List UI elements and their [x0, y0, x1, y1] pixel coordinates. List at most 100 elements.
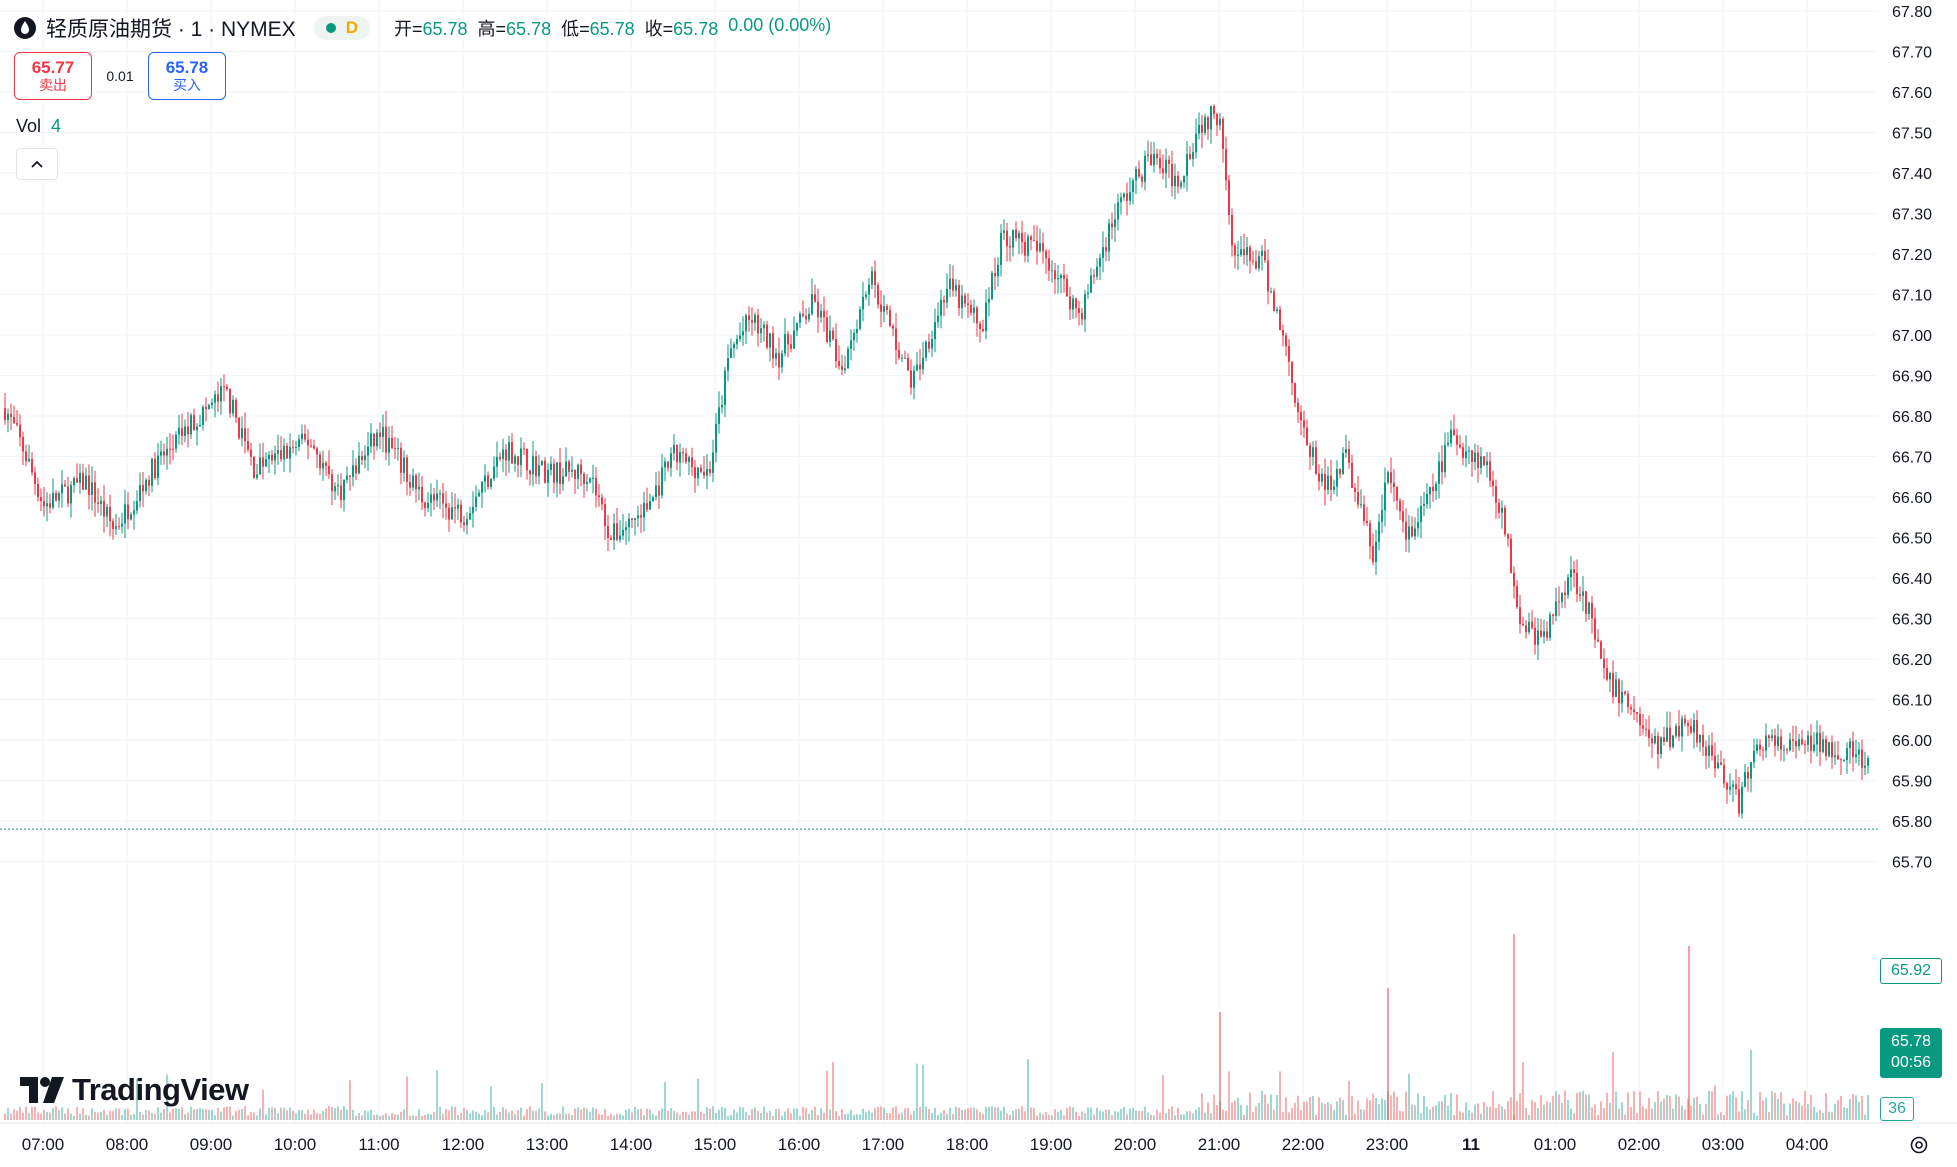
volume-bar — [103, 1109, 105, 1120]
volume-bar — [157, 1107, 159, 1120]
price-tick-label: 66.40 — [1892, 571, 1932, 588]
candle — [289, 433, 291, 473]
candle — [385, 410, 387, 461]
volume-bar — [1213, 1094, 1215, 1120]
candle — [862, 281, 864, 322]
candle — [10, 403, 12, 431]
volume-legend[interactable]: Vol 4 — [16, 116, 61, 137]
volume-bar — [1825, 1093, 1827, 1120]
volume-bar — [478, 1113, 480, 1120]
candle — [1408, 514, 1410, 553]
candle — [22, 431, 24, 466]
volume-bar — [76, 1106, 78, 1120]
buy-button[interactable]: 65.78 买入 — [148, 52, 226, 100]
volume-bar — [499, 1111, 501, 1120]
candle — [1567, 573, 1569, 599]
volume-bar — [292, 1110, 294, 1120]
volume-bar — [1003, 1106, 1005, 1120]
ohlc-legend: 开=65.78 高=65.78 低=65.78 收=65.78 0.00 (0.… — [394, 15, 831, 41]
sell-button[interactable]: 65.77 卖出 — [14, 52, 92, 100]
volume-bar — [790, 1113, 792, 1120]
candle — [1381, 494, 1383, 534]
volume-bar — [1705, 1103, 1707, 1120]
chart-settings-button[interactable] — [1906, 1132, 1932, 1158]
candle — [829, 315, 831, 348]
collapse-legend-button[interactable] — [16, 148, 58, 180]
volume-bar — [1393, 1091, 1395, 1120]
volume-bar — [775, 1108, 777, 1120]
candle — [742, 316, 744, 346]
volume-bar — [1093, 1114, 1095, 1120]
volume-bar — [580, 1109, 582, 1120]
candle — [1813, 732, 1815, 753]
candle — [688, 455, 690, 476]
price-tick-label: 67.10 — [1892, 288, 1932, 305]
candle — [913, 365, 915, 400]
candle — [1657, 731, 1659, 769]
volume-bar — [514, 1114, 516, 1120]
high-label: 高= — [477, 19, 507, 39]
candle — [1546, 621, 1548, 642]
volume-bar — [1420, 1113, 1422, 1120]
volume-bar — [1240, 1104, 1242, 1120]
candle — [964, 292, 966, 308]
candle — [433, 487, 435, 511]
volume-bar — [922, 1064, 924, 1120]
candle — [1423, 491, 1425, 516]
candle — [937, 302, 939, 328]
candle — [1282, 324, 1284, 347]
volume-bar — [1804, 1090, 1806, 1120]
candle — [1231, 208, 1233, 257]
time-tick-label: 03:00 — [1702, 1135, 1745, 1154]
time-tick-label: 19:00 — [1030, 1135, 1073, 1154]
volume-bar — [1663, 1098, 1665, 1120]
volume-bar — [586, 1108, 588, 1120]
volume-bar — [52, 1107, 54, 1120]
volume-bar — [1312, 1095, 1314, 1120]
candle — [1267, 249, 1269, 305]
volume-bar — [757, 1110, 759, 1120]
candle — [1120, 192, 1122, 215]
candle — [940, 289, 942, 329]
volume-bar — [664, 1082, 666, 1120]
candle — [973, 299, 975, 324]
volume-bar — [1507, 1101, 1509, 1120]
candle — [250, 442, 252, 466]
candle — [82, 463, 84, 491]
candle — [1018, 230, 1020, 255]
volume-bar — [814, 1106, 816, 1120]
price-tick-label: 65.70 — [1892, 855, 1932, 872]
volume-bar — [796, 1108, 798, 1120]
candle — [1471, 449, 1473, 477]
volume-bar — [358, 1112, 360, 1120]
volume-bar — [1648, 1098, 1650, 1120]
volume-bar — [262, 1089, 264, 1120]
volume-spike-bar — [1219, 1012, 1221, 1120]
volume-bar — [1612, 1052, 1614, 1120]
candle — [1063, 263, 1065, 293]
candle — [649, 493, 651, 511]
volume-bar — [1738, 1111, 1740, 1120]
volume-bar — [835, 1111, 837, 1120]
volume-bar — [409, 1115, 411, 1120]
tradingview-logo[interactable]: TradingView — [20, 1072, 249, 1108]
candle — [448, 502, 450, 532]
candle — [274, 445, 276, 475]
symbol-title[interactable]: 轻质原油期货 · 1 · NYMEX — [46, 18, 296, 41]
candle — [1303, 410, 1305, 438]
volume-bar — [883, 1107, 885, 1120]
volume-bar — [982, 1113, 984, 1120]
volume-bar — [511, 1110, 513, 1120]
candle — [1237, 240, 1239, 270]
candle — [46, 492, 48, 522]
market-status-pill[interactable]: D — [313, 16, 370, 40]
low-label: 低= — [561, 19, 590, 39]
candle — [40, 488, 42, 512]
candle — [1321, 468, 1323, 487]
candle — [1243, 233, 1245, 265]
volume-bar — [1177, 1107, 1179, 1120]
candle — [145, 477, 147, 495]
volume-bar — [850, 1109, 852, 1120]
volume-bar — [541, 1083, 543, 1120]
